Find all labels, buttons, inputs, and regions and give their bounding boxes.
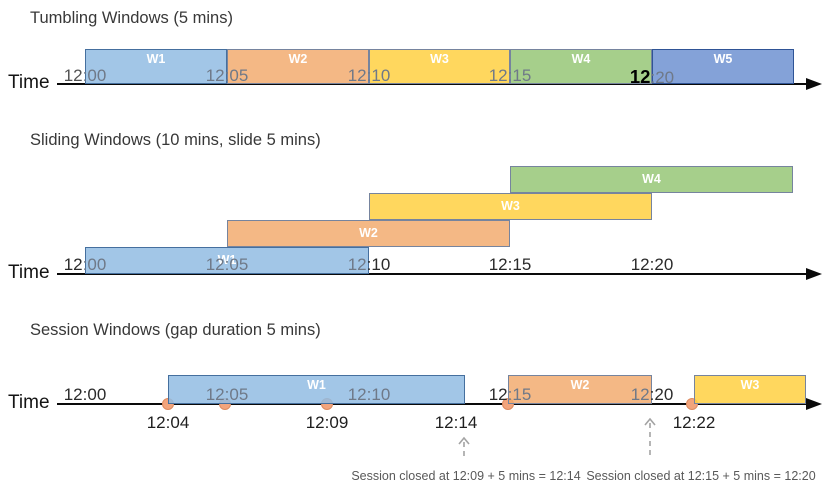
window-label-w1: W1 <box>146 52 166 66</box>
tick-text: 12 <box>488 385 508 404</box>
window-label-w2: W2 <box>570 378 590 392</box>
axis-tick-label: 12:20 <box>631 386 674 404</box>
axis-tick-label: 12:10 <box>348 386 391 404</box>
axis-arrowhead-icon <box>806 78 822 90</box>
tick-text: 12 <box>630 385 650 404</box>
sliding-window-w4 <box>510 166 793 193</box>
axis-arrowhead-icon <box>806 268 822 280</box>
tick-text: 12:05 <box>205 66 249 85</box>
tick-text: 12:10 <box>347 66 391 85</box>
session-close-arrow-icon <box>458 436 470 460</box>
window-label-w1: W1 <box>307 378 326 392</box>
tick-text: 12:00 <box>63 385 107 404</box>
timeline-axis <box>57 273 810 275</box>
tumbling-window-w5 <box>652 49 794 84</box>
window-label-w3: W3 <box>740 378 760 392</box>
event-dot <box>502 398 514 410</box>
event-dot <box>162 398 174 410</box>
event-time-label: 12:22 <box>672 413 716 432</box>
axis-tick-label: 12:00 <box>64 256 107 274</box>
window-label-w4: W4 <box>642 172 661 186</box>
window-label-w2: W2 <box>359 226 378 240</box>
axis-tick-label: 12:20 <box>630 67 674 87</box>
window-label-w3: W3 <box>430 52 449 66</box>
event-time-label: 12:04 <box>146 413 190 432</box>
axis-tick-label: 12:00 <box>64 386 107 404</box>
window-label-w3: W3 <box>501 199 520 213</box>
session-closed-annotation: Session closed at 12:09 + 5 mins = 12:14 <box>351 469 581 483</box>
axis-tick-label: 12:10 <box>348 67 391 85</box>
sliding-window-w3 <box>369 193 652 220</box>
axis-tick-label: 12:05 <box>206 386 249 404</box>
sliding-section-title: Sliding Windows (10 mins, slide 5 mins) <box>30 131 321 149</box>
timeline-axis <box>57 83 810 85</box>
session-section-title: Session Windows (gap duration 5 mins) <box>30 321 321 339</box>
tick-text: 12 <box>347 255 367 274</box>
axis-tick-label: 12:05 <box>206 67 249 85</box>
tick-text: :10 <box>366 255 391 274</box>
event-dot <box>321 398 333 410</box>
tumbling-section-title: Tumbling Windows (5 mins) <box>30 9 233 27</box>
session-window-w3 <box>694 375 806 404</box>
tick-text: :00 <box>82 255 107 274</box>
session-closed-annotation: Session closed at 12:15 + 5 mins = 12:20 <box>586 469 816 483</box>
timeline-axis <box>57 403 810 405</box>
window-label-w4: W4 <box>571 52 591 66</box>
session-window-w2 <box>508 375 652 404</box>
time-axis-label: Time <box>8 392 50 413</box>
window-label-w1: W1 <box>217 253 237 267</box>
axis-tick-label: 12:10 <box>348 256 391 274</box>
event-dot <box>686 398 698 410</box>
tick-text: 12 <box>629 66 651 87</box>
tick-text: 12 <box>63 255 83 274</box>
tick-text: 12:10 <box>347 385 391 404</box>
tick-text: 12:20 <box>630 255 674 274</box>
tick-text: 12:05 <box>205 385 249 404</box>
tick-text: 12:15 <box>488 66 532 85</box>
axis-tick-label: 12:15 <box>489 256 532 274</box>
time-axis-label: Time <box>8 72 50 93</box>
tick-text: :00 <box>82 66 107 85</box>
axis-tick-label: 12:00 <box>64 67 107 85</box>
tick-text: :20 <box>650 68 675 87</box>
session-close-arrow-icon <box>644 417 656 457</box>
axis-arrowhead-icon <box>806 398 822 410</box>
session-window-w1 <box>168 375 465 404</box>
tumbling-window-w3 <box>369 49 510 84</box>
window-label-w2: W2 <box>288 52 308 66</box>
time-axis-label: Time <box>8 262 50 283</box>
axis-tick-label: 12:05 <box>206 256 249 274</box>
sliding-window-w1 <box>85 247 369 274</box>
axis-tick-label: 12:20 <box>631 256 674 274</box>
tumbling-window-w1 <box>85 49 227 84</box>
tick-text: :20 <box>649 385 674 404</box>
axis-tick-label: 12:15 <box>489 386 532 404</box>
tumbling-window-w4 <box>510 49 652 84</box>
event-time-label: 12:09 <box>305 413 349 432</box>
sliding-window-w2 <box>227 220 510 247</box>
event-time-label: 12:14 <box>434 413 478 432</box>
tick-text: :15 <box>507 385 532 404</box>
event-dot <box>219 398 231 410</box>
tick-text: 12:05 <box>205 255 249 274</box>
axis-tick-label: 12:15 <box>489 67 532 85</box>
window-label-w5: W5 <box>713 52 733 66</box>
tick-text: 12:15 <box>488 255 532 274</box>
tumbling-window-w2 <box>227 49 369 84</box>
tick-text: 12 <box>63 66 83 85</box>
